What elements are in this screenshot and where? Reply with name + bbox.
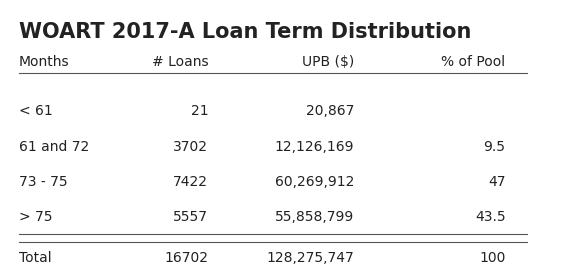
Text: UPB ($): UPB ($) (302, 55, 354, 69)
Text: 16702: 16702 (164, 251, 208, 265)
Text: 128,275,747: 128,275,747 (266, 251, 354, 265)
Text: 47: 47 (488, 175, 506, 189)
Text: 55,858,799: 55,858,799 (275, 210, 354, 224)
Text: < 61: < 61 (19, 104, 53, 118)
Text: 7422: 7422 (173, 175, 208, 189)
Text: 100: 100 (479, 251, 506, 265)
Text: % of Pool: % of Pool (441, 55, 506, 69)
Text: # Loans: # Loans (152, 55, 208, 69)
Text: 21: 21 (190, 104, 208, 118)
Text: 43.5: 43.5 (475, 210, 506, 224)
Text: 9.5: 9.5 (483, 140, 506, 154)
Text: 3702: 3702 (173, 140, 208, 154)
Text: 5557: 5557 (173, 210, 208, 224)
Text: 12,126,169: 12,126,169 (275, 140, 354, 154)
Text: 60,269,912: 60,269,912 (275, 175, 354, 189)
Text: 20,867: 20,867 (306, 104, 354, 118)
Text: 73 - 75: 73 - 75 (19, 175, 68, 189)
Text: WOART 2017-A Loan Term Distribution: WOART 2017-A Loan Term Distribution (19, 22, 471, 42)
Text: > 75: > 75 (19, 210, 52, 224)
Text: Months: Months (19, 55, 70, 69)
Text: Total: Total (19, 251, 52, 265)
Text: 61 and 72: 61 and 72 (19, 140, 89, 154)
